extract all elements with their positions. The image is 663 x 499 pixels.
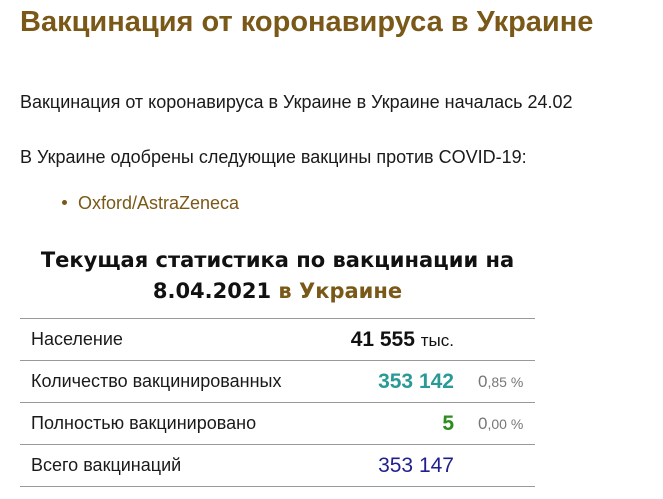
- population-value: 41 555 тыс.: [311, 318, 454, 361]
- row-label: Всего вакцинаций: [20, 444, 311, 487]
- percent-frac: ,85 %: [487, 373, 524, 390]
- percent-cell: [454, 444, 535, 487]
- stats-table: Население 41 555 тыс. Количество вакцини…: [20, 318, 535, 487]
- table-row: Всего вакцинаций 353 147: [20, 444, 535, 487]
- percent-int: 0: [478, 413, 488, 433]
- intro-text: Вакцинация от коронавируса в Украине в У…: [20, 92, 573, 112]
- row-label: Количество вакцинированных: [20, 360, 311, 403]
- percent-cell: 0,85 %: [454, 360, 535, 403]
- percent-int: 0: [478, 371, 488, 391]
- vaccinated-value: 353 142: [311, 360, 454, 403]
- stats-title-text: Текущая статистика по вакцинации на 8.04…: [40, 248, 515, 303]
- percent-frac: ,00 %: [487, 415, 524, 432]
- row-label: Полностью вакцинировано: [20, 402, 311, 445]
- value-text: 41 555: [350, 327, 415, 351]
- table-row: Полностью вакцинировано 5 0,00 %: [20, 402, 535, 445]
- bullet-icon: [62, 199, 67, 205]
- stats-title: Текущая статистика по вакцинации на 8.04…: [20, 245, 535, 307]
- percent-cell: 0,00 %: [454, 402, 535, 445]
- fully-vaccinated-value: 5: [311, 402, 454, 445]
- page-title: Вакцинация от коронавируса в Украине: [20, 6, 594, 38]
- approved-text: В Украине одобрены следующие вакцины про…: [20, 147, 527, 167]
- table-row: Количество вакцинированных 353 142 0,85 …: [20, 360, 535, 403]
- unit-text: тыс.: [420, 330, 454, 350]
- vaccine-link[interactable]: Oxford/AstraZeneca: [78, 193, 240, 213]
- vaccine-list-item[interactable]: Oxford/AstraZeneca: [62, 193, 239, 214]
- stats-title-highlight: в Украине: [278, 279, 403, 303]
- row-label: Население: [20, 318, 311, 361]
- total-vaccinations-value: 353 147: [311, 444, 454, 487]
- percent-cell: [454, 318, 535, 361]
- table-row: Население 41 555 тыс.: [20, 318, 535, 361]
